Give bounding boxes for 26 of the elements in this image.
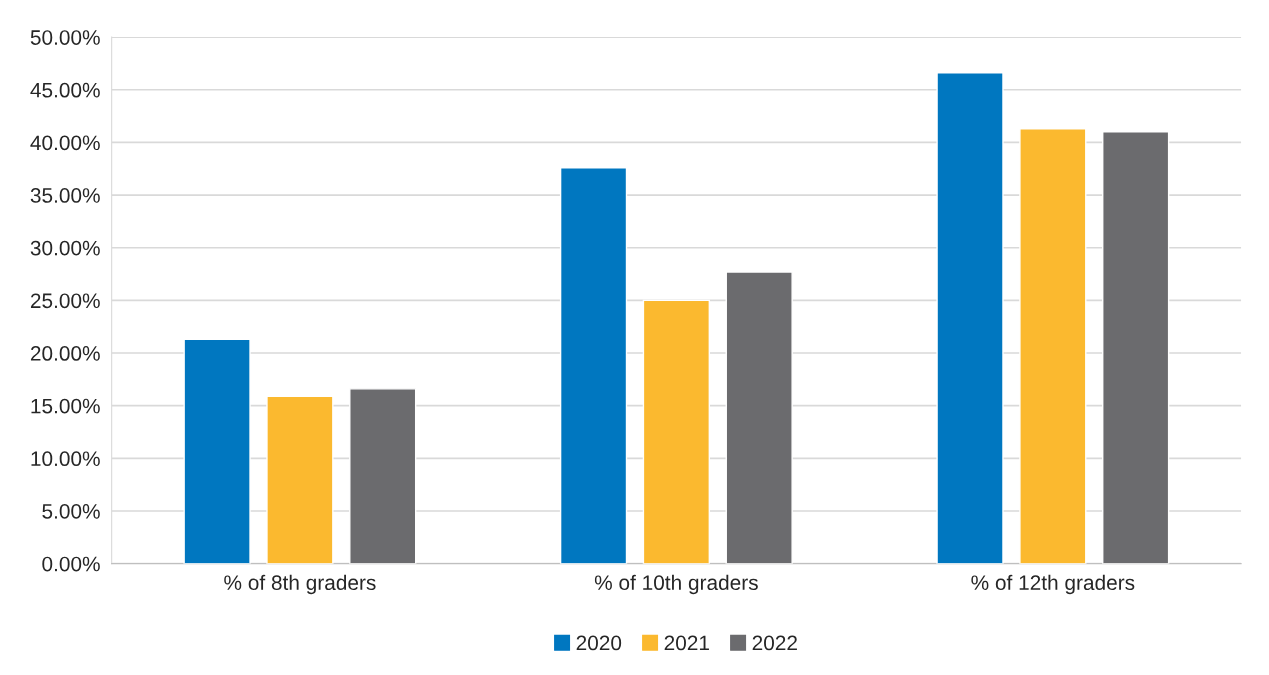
legend-label: 2021 [664,635,709,651]
y-tick-label: 25.00% [30,293,100,309]
bar [936,72,1004,564]
bar [266,395,334,564]
y-tick-label: 5.00% [42,503,100,519]
x-tick-label: % of 8th graders [224,574,376,595]
bar [559,167,628,564]
y-tick-label: 15.00% [31,398,100,414]
y-tick-label: 10.00% [31,451,100,467]
bar [183,338,251,564]
bar [349,388,417,564]
bar [1102,131,1170,564]
y-tick-label: 40.00% [30,135,100,151]
bar [725,271,793,564]
x-tick-label: % of 10th graders [594,574,758,595]
y-tick-label: 0.00% [42,556,100,572]
x-tick-label: % of 12th graders [971,574,1135,595]
bar [1019,128,1087,564]
y-tick-label: 20.00% [30,346,100,361]
y-tick-label: 45.00% [30,82,100,98]
y-tick-label: 50.00% [30,30,100,45]
y-tick-label: 30.00% [30,240,100,256]
y-tick-label: 35.00% [30,188,100,203]
legend-label: 2020 [576,635,622,651]
bar [642,299,711,564]
legend-label: 2022 [752,635,797,651]
